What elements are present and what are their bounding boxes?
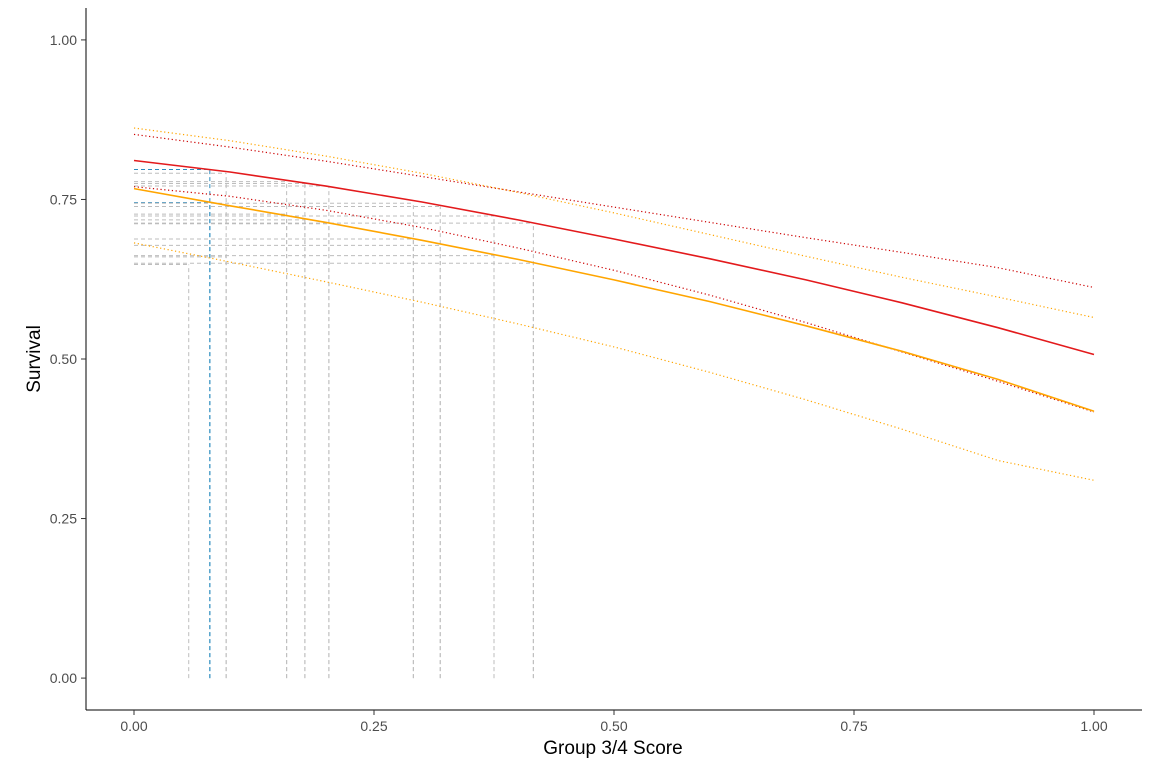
y-axis-title: Survival bbox=[24, 325, 45, 393]
confidence-bound-5 bbox=[133, 242, 1095, 481]
x-tick-label: 1.00 bbox=[1080, 718, 1107, 734]
y-tick-label: 0.00 bbox=[50, 670, 77, 686]
x-tick-label: 0.25 bbox=[360, 718, 387, 734]
survival-curve-0 bbox=[133, 159, 1095, 356]
y-tick-label: 0.50 bbox=[50, 351, 77, 367]
survival-curve-3 bbox=[133, 187, 1095, 413]
x-axis-ticks: 0.00 0.25 0.50 0.75 1.00 bbox=[120, 710, 1108, 734]
y-tick-label: 0.75 bbox=[50, 191, 77, 207]
y-axis-ticks: 0.00 0.25 0.50 0.75 1.00 bbox=[50, 32, 86, 686]
y-tick-label: 0.25 bbox=[50, 511, 77, 527]
x-tick-label: 0.00 bbox=[120, 718, 147, 734]
reference-lines bbox=[134, 168, 534, 679]
x-tick-label: 0.75 bbox=[840, 718, 867, 734]
confidence-bound-1 bbox=[133, 133, 1095, 289]
y-tick-label: 1.00 bbox=[50, 32, 77, 48]
confidence-bound-2 bbox=[133, 186, 1095, 413]
series-lines bbox=[133, 127, 1095, 481]
x-axis-title: Group 3/4 Score bbox=[543, 738, 682, 759]
x-tick-label: 0.50 bbox=[600, 718, 627, 734]
